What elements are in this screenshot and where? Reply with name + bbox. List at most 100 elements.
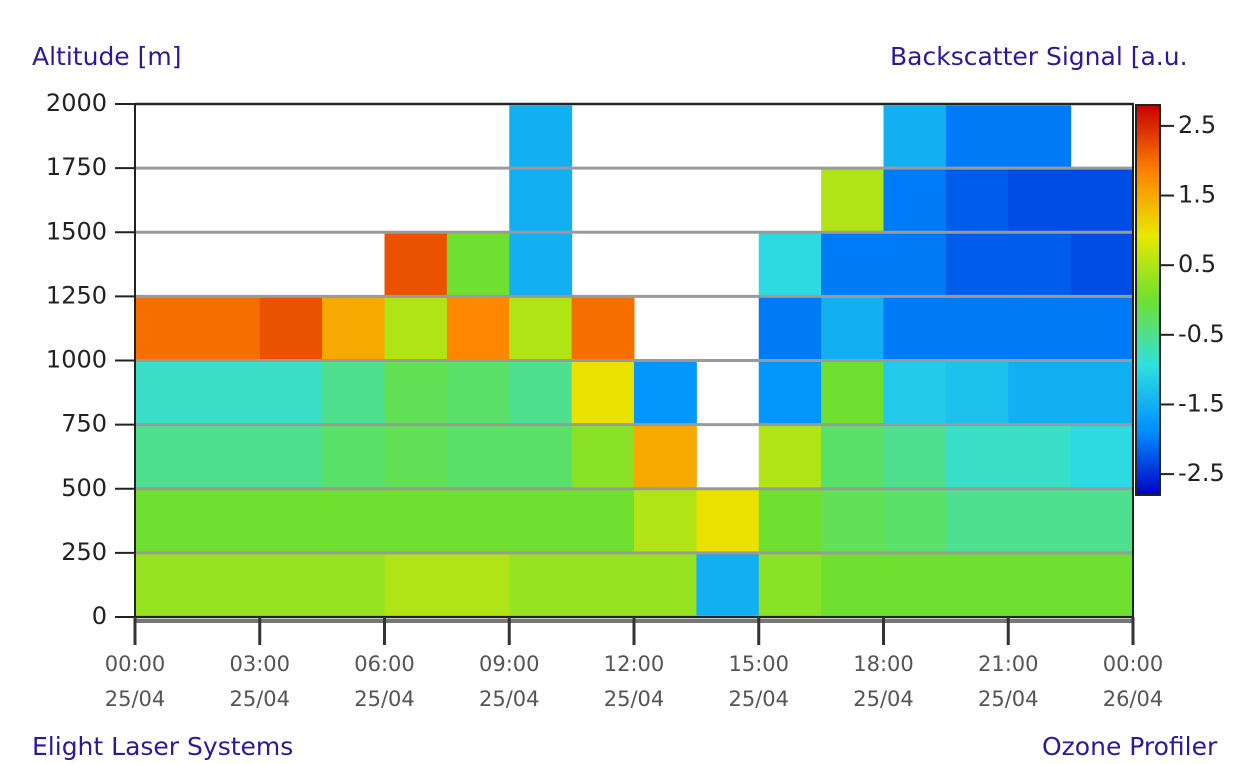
- heat-cell: [821, 168, 884, 233]
- heat-cell: [634, 489, 697, 554]
- x-tick-date: 25/04: [479, 687, 540, 711]
- heat-cell: [385, 553, 448, 618]
- x-tick-date: 25/04: [105, 687, 166, 711]
- heat-cell: [884, 425, 947, 490]
- y-tick-label: 250: [61, 538, 107, 566]
- y-tick-label: 1750: [46, 153, 107, 181]
- heat-cell: [1008, 296, 1071, 361]
- heat-cell: [946, 425, 1009, 490]
- x-tick-label: 00:00: [105, 652, 166, 676]
- heat-cell: [260, 361, 323, 426]
- heat-cell: [322, 361, 385, 426]
- heat-cell: [447, 553, 510, 618]
- heat-cell: [1071, 168, 1134, 233]
- heat-cell: [634, 425, 697, 490]
- heat-cell: [1008, 168, 1071, 233]
- heat-cell: [509, 168, 572, 233]
- heat-cell: [447, 425, 510, 490]
- heat-cell: [884, 168, 947, 233]
- heat-cell: [135, 296, 198, 361]
- colorbar-tick-label: 2.5: [1178, 111, 1216, 139]
- heat-cell: [509, 232, 572, 297]
- heat-cell: [759, 361, 822, 426]
- colorbar: [1136, 105, 1160, 495]
- x-tick-date: 25/04: [354, 687, 415, 711]
- x-tick-label: 00:00: [1103, 652, 1164, 676]
- heat-cell: [385, 296, 448, 361]
- heat-cell: [509, 104, 572, 169]
- heat-cell: [884, 232, 947, 297]
- heat-cell: [821, 296, 884, 361]
- footer-left: Elight Laser Systems: [32, 732, 293, 761]
- heat-cell: [260, 489, 323, 554]
- heat-cell: [135, 425, 198, 490]
- y-tick-label: 500: [61, 474, 107, 502]
- heat-cell: [634, 361, 697, 426]
- footer-right: Ozone Profiler: [1042, 732, 1218, 761]
- colorbar-tick-label: 1.5: [1178, 181, 1216, 209]
- y-tick-label: 1500: [46, 217, 107, 245]
- heat-cell: [197, 489, 260, 554]
- heat-cell: [135, 489, 198, 554]
- heat-cell: [946, 104, 1009, 169]
- heat-cell: [759, 425, 822, 490]
- heat-cell: [322, 425, 385, 490]
- heat-cell: [946, 296, 1009, 361]
- heat-cell: [385, 361, 448, 426]
- heat-cell: [1071, 425, 1134, 490]
- x-tick-label: 03:00: [229, 652, 290, 676]
- heat-cell: [197, 296, 260, 361]
- heat-cell: [1008, 489, 1071, 554]
- heat-cell: [447, 296, 510, 361]
- heat-cell: [447, 232, 510, 297]
- heat-cell: [572, 553, 635, 618]
- heat-cell: [197, 361, 260, 426]
- heat-cell: [197, 425, 260, 490]
- heat-cell: [322, 553, 385, 618]
- heat-cell: [884, 104, 947, 169]
- heat-cell: [260, 425, 323, 490]
- colorbar-label: Backscatter Signal [a.u.: [890, 42, 1188, 71]
- heat-cell: [322, 296, 385, 361]
- x-tick-date: 25/04: [229, 687, 290, 711]
- heat-cell: [946, 168, 1009, 233]
- heat-cell: [509, 425, 572, 490]
- heat-cell: [821, 553, 884, 618]
- heat-cell: [884, 553, 947, 618]
- heat-cell: [1071, 361, 1134, 426]
- heat-cell: [572, 361, 635, 426]
- heat-cell: [572, 489, 635, 554]
- heat-cell: [1008, 425, 1071, 490]
- heat-cell: [1071, 489, 1134, 554]
- y-tick-label: 1000: [46, 346, 107, 374]
- heat-cell: [385, 232, 448, 297]
- heat-cell: [135, 553, 198, 618]
- heat-cell: [884, 361, 947, 426]
- x-tick-label: 06:00: [354, 652, 415, 676]
- heat-cell: [946, 553, 1009, 618]
- x-tick-date: 25/04: [853, 687, 914, 711]
- heat-cell: [821, 232, 884, 297]
- heat-cell: [1008, 553, 1071, 618]
- y-axis-label: Altitude [m]: [32, 42, 182, 71]
- y-tick-label: 0: [92, 602, 107, 630]
- x-tick-label: 15:00: [728, 652, 789, 676]
- heat-cell: [197, 553, 260, 618]
- x-tick-label: 18:00: [853, 652, 914, 676]
- x-tick-date: 25/04: [728, 687, 789, 711]
- heat-cell: [759, 232, 822, 297]
- colorbar-tick-label: -2.5: [1178, 459, 1225, 487]
- heat-cell: [759, 489, 822, 554]
- y-tick-label: 1250: [46, 281, 107, 309]
- heat-cell: [322, 489, 385, 554]
- y-tick-label: 2000: [46, 89, 107, 117]
- x-tick-label: 12:00: [604, 652, 665, 676]
- x-tick-label: 09:00: [479, 652, 540, 676]
- heat-cell: [696, 553, 759, 618]
- heat-cell: [1071, 232, 1134, 297]
- heat-cell: [509, 489, 572, 554]
- colorbar-tick-label: -1.5: [1178, 389, 1225, 417]
- heat-cell: [509, 361, 572, 426]
- heat-cell: [447, 361, 510, 426]
- heat-cell: [759, 553, 822, 618]
